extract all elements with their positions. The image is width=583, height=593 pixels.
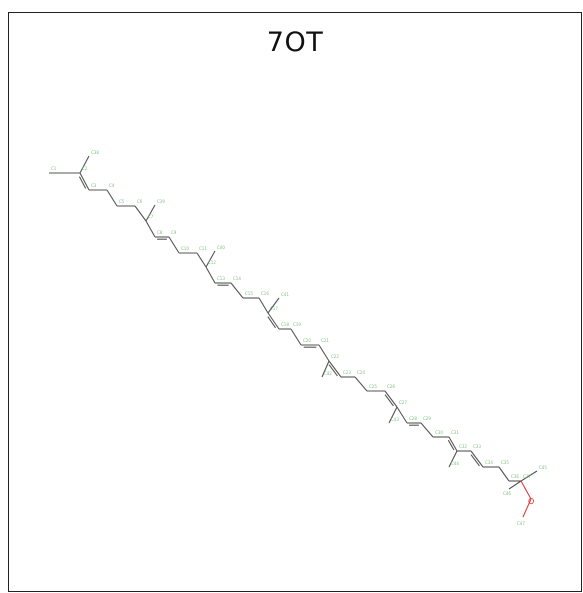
atom-label: C22 — [331, 354, 339, 359]
atom-label: C9 — [171, 230, 177, 235]
atom-label: C27 — [399, 400, 407, 405]
atom-label: C26 — [387, 384, 395, 389]
atom-label: C13 — [217, 276, 225, 281]
atom-label: C3 — [91, 183, 97, 188]
atom-label: C45 — [539, 465, 547, 470]
double-bond — [470, 450, 484, 468]
single-bond — [318, 344, 330, 362]
o-c-bond — [522, 498, 532, 518]
molecule-diagram: O C1 C2 C3 C4 C5 C6 C7 C8 C9 C10 C11 C12 C13 C14 C15 C16… — [49, 150, 547, 526]
single-bond — [145, 220, 156, 238]
atom-label: C23 — [343, 370, 351, 375]
c-o-bond — [520, 480, 532, 500]
atom-label: C40 — [217, 245, 225, 250]
methyl-branch — [508, 480, 522, 490]
double-bond — [267, 312, 280, 330]
atom-label: C12 — [208, 260, 216, 265]
atom-label: C25 — [369, 384, 377, 389]
methyl-branch — [520, 470, 538, 482]
single-bond — [420, 422, 434, 438]
single-bond — [258, 297, 269, 314]
atom-label: C10 — [181, 246, 189, 251]
atom-label: C44 — [451, 461, 459, 466]
atom-label: C8 — [157, 230, 163, 235]
single-bond — [168, 236, 180, 254]
double-bond — [448, 436, 458, 452]
methyl-branch — [321, 360, 330, 378]
single-bond — [230, 282, 244, 299]
double-bond-inner — [267, 316, 276, 329]
single-bond — [134, 205, 147, 222]
atom-label: C46 — [503, 491, 511, 496]
methyl-branch — [267, 297, 280, 314]
double-bond — [328, 360, 342, 378]
atom-label: C43 — [391, 417, 399, 422]
methyl-branch — [205, 250, 216, 268]
atom-label: C47 — [517, 521, 525, 526]
atom-label: C41 — [281, 292, 289, 297]
atom-label: C42 — [324, 371, 332, 376]
atom-label: C20 — [303, 338, 311, 343]
single-bond — [498, 466, 510, 482]
viewer-frame: 7OT O C1 C2 C3 C4 C5 C6 C7 C8 C9 C10 C11 C12 C13 C14 C1… — [8, 12, 582, 592]
atom-label: C29 — [423, 416, 431, 421]
atom-label: C38 — [91, 150, 99, 155]
methyl-branch — [79, 155, 90, 174]
atom-label: C7 — [148, 214, 154, 219]
single-bond — [106, 189, 118, 207]
double-bond — [79, 172, 90, 191]
oxygen-atom: O — [528, 497, 534, 506]
single-bond — [290, 328, 302, 346]
single-bond — [196, 252, 207, 268]
methyl-branch — [448, 450, 458, 468]
double-bond-inner — [384, 394, 394, 407]
atom-label: C24 — [357, 370, 365, 375]
atom-label: C4 — [109, 183, 115, 188]
atom-label: C21 — [321, 338, 329, 343]
atom-label: C15 — [245, 291, 253, 296]
atom-label: C1 — [51, 166, 57, 171]
double-bond-inner — [328, 364, 338, 377]
atom-label: C5 — [119, 199, 125, 204]
double-bond-inner — [447, 439, 455, 451]
double-bond-inner — [78, 176, 87, 189]
single-bond — [396, 406, 408, 424]
atom-label: C28 — [409, 416, 417, 421]
atom-label: C30 — [435, 430, 443, 435]
atom-label: C31 — [451, 430, 459, 435]
atom-label: C16 — [261, 291, 269, 296]
methyl-branch — [388, 406, 398, 424]
atom-label: C14 — [233, 276, 241, 281]
atom-label: C33 — [473, 444, 481, 449]
atom-label: C18 — [281, 322, 289, 327]
atom-label: C11 — [199, 246, 207, 251]
atom-label: C37 — [523, 474, 531, 479]
structure-title: 7OT — [266, 27, 324, 58]
double-bond-inner — [470, 454, 480, 467]
atom-label: C39 — [157, 199, 165, 204]
atom-label: C34 — [485, 460, 493, 465]
atom-label: C35 — [501, 460, 509, 465]
methyl-branch — [145, 204, 156, 222]
single-bond — [205, 266, 216, 284]
atom-label: C19 — [293, 322, 301, 327]
atom-label: C17 — [270, 306, 278, 311]
atom-label: C32 — [459, 444, 467, 449]
atom-label: C36 — [511, 474, 519, 479]
atom-label: C2 — [82, 166, 88, 171]
atom-label: C6 — [137, 199, 143, 204]
double-bond — [384, 390, 398, 408]
single-bond — [354, 376, 368, 392]
